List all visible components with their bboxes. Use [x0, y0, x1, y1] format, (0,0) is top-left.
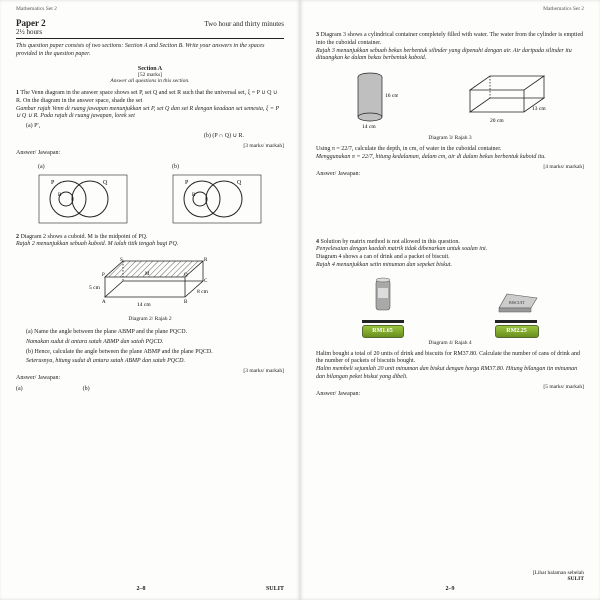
q2-marks: [3 marks/ markah] [16, 368, 284, 375]
svg-text:20 cm: 20 cm [490, 118, 504, 124]
price-drink: RM1.65 [362, 325, 404, 339]
svg-text:P: P [51, 180, 55, 186]
cuboid-box-svg: 13 cm 20 cm [462, 72, 552, 127]
svg-text:R: R [204, 258, 208, 263]
section-instr: Answer all questions in this section. [16, 78, 284, 84]
page-num-left: 2–8 [136, 586, 145, 592]
svg-text:A: A [102, 300, 106, 305]
q1-text-my: Gambar rajah Venn di ruang jawapan menun… [16, 106, 279, 120]
q1-marks: [3 marks/ markah] [16, 143, 284, 150]
q1-number: 1 [16, 90, 19, 96]
q2-a: (a) Name the angle between the plane ABM… [16, 329, 284, 337]
footer-right: 2–9 [316, 586, 584, 592]
q3-answer: Answer/ Jawapan: [316, 171, 584, 179]
q4-caption: Diagram 4/ Rajah 4 [316, 340, 584, 347]
paper-title: Paper 2 [16, 18, 46, 28]
q4-my: Penyelesaian dengan kaedah matrik tidak … [316, 246, 487, 252]
q4-marks: [5 marks/ markah] [316, 384, 584, 391]
q4-my3: Halim membeli sejumlah 20 unit minuman d… [316, 366, 584, 382]
cuboid-svg: 5 cm 14 cm 8 cm P S Q R M A B C [85, 255, 215, 310]
svg-text:16 cm: 16 cm [385, 93, 398, 99]
venn-a-wrap: (a) P Q R [38, 164, 128, 224]
sulit-left: SULIT [266, 586, 284, 592]
svg-text:P: P [102, 273, 105, 278]
q4-my2: Rajah 4 menunjukkan setin minuman dan se… [316, 262, 452, 268]
dim-h: 5 cm [89, 285, 101, 291]
q1-text-en: The Venn diagram in the answer space sho… [16, 90, 277, 104]
title-row: Paper 2 2½ hours Two hour and thirty min… [16, 18, 284, 39]
page-left: Mathematics Set 2 Paper 2 2½ hours Two h… [0, 0, 300, 600]
intro-text: This question paper consists of two sect… [16, 43, 284, 58]
q3-number: 3 [316, 32, 319, 38]
q2-ans-b: (b) [83, 386, 90, 394]
dim-w: 8 cm [197, 289, 209, 295]
q3-use-my: Menggunakan π = 22/7, hitung kedalaman, … [316, 154, 584, 162]
q1-part-b: (b) (P ∩ Q) ∪ R. [16, 133, 284, 141]
q1-answer-label: Answer/ Jawapan: [16, 150, 284, 158]
q2-text-en: Diagram 2 shows a cuboid. M is the midpo… [21, 234, 148, 240]
page-right: Mathematics Set 2 3 Diagram 3 shows a cy… [300, 0, 600, 600]
cuboid-figure: 5 cm 14 cm 8 cm P S Q R M A B C Diagram 2/ … [16, 255, 284, 323]
q2-a-my: Namakan sudut di antara satah ABMP dan s… [16, 339, 284, 347]
venn-a-label: (a) [38, 164, 45, 170]
svg-text:B: B [184, 300, 188, 305]
svg-text:M: M [145, 272, 150, 277]
venn-b-label: (b) [172, 164, 179, 170]
question-4: 4 Solution by matrix method is not allow… [316, 239, 584, 399]
duration: Two hour and thirty minutes [204, 20, 284, 28]
q4-en2: Diagram 4 shows a can of drink and a pac… [316, 254, 450, 260]
q2-b-my: Seterusnya, hitung sudut di antara satah… [16, 358, 284, 366]
q4-en3: Halim bought a total of 20 units of drin… [316, 351, 584, 367]
svg-text:13 cm: 13 cm [532, 106, 546, 112]
q2-text-my: Rajah 2 menunjukkan sebuah kuboid. M ial… [16, 241, 178, 247]
section-a-header: Section A [52 marks] Answer all question… [16, 66, 284, 84]
venn-b-wrap: (b) P Q R [172, 164, 262, 224]
svg-text:Q: Q [237, 180, 242, 186]
drink-can-icon [370, 276, 396, 314]
q3-en: Diagram 3 shows a cylindrical container … [316, 32, 583, 46]
question-1: 1 The Venn diagram in the answer space s… [16, 90, 284, 224]
biscuit-pack-icon: BISCUIT [495, 284, 539, 314]
svg-text:14 cm: 14 cm [362, 124, 376, 129]
q2-answer-label: Answer/ Jawapan: [16, 375, 284, 383]
svg-text:Q: Q [103, 180, 108, 186]
dim-l: 14 cm [137, 302, 151, 308]
question-2: 2 Diagram 2 shows a cuboid. M is the mid… [16, 234, 284, 394]
venn-a-svg: P Q R [38, 174, 128, 224]
question-3: 3 Diagram 3 shows a cylindrical containe… [316, 32, 584, 179]
svg-text:S: S [120, 258, 123, 263]
venn-diagrams: (a) P Q R (b) P [16, 164, 284, 224]
q2-number: 2 [16, 234, 19, 240]
header-right: Mathematics Set 2 [543, 6, 584, 12]
svg-text:C: C [204, 279, 208, 284]
venn-b-svg: P Q R [172, 174, 262, 224]
svg-text:P: P [185, 180, 189, 186]
q3-caption: Diagram 3/ Rajah 3 [316, 135, 584, 142]
footnote-right: [Lihat halaman sebelah SULIT [533, 570, 584, 582]
q4-answer: Answer/ Jawapan: [316, 391, 584, 399]
q4-en: Solution by matrix method is not allowed… [321, 239, 460, 245]
q3-use: Using π = 22/7, calculate the depth, in … [316, 146, 584, 154]
q2-ans-a: (a) [16, 386, 23, 394]
q3-marks: [4 marks/ markah] [316, 164, 584, 171]
q2-b: (b) Hence, calculate the angle between t… [16, 349, 284, 357]
header-left: Mathematics Set 2 [16, 6, 57, 12]
hours: 2½ hours [16, 28, 46, 36]
q4-number: 4 [316, 239, 319, 245]
price-biscuit: RM2.25 [495, 325, 539, 339]
q3-my: Rajah 3 menunjukkan sebuah bekas berbent… [316, 48, 572, 62]
cylinder-svg: 16 cm 14 cm [348, 69, 398, 129]
footer-left: 2–8 SULIT [16, 586, 284, 592]
q1-part-a: (a) P′, [16, 123, 284, 131]
q4-figures: RM1.65 BISCUIT RM2.25 [316, 276, 584, 339]
page-num-right: 2–9 [446, 586, 455, 592]
q3-figures: 16 cm 14 cm 13 cm 20 cm [316, 69, 584, 133]
q2-caption: Diagram 2/ Rajah 2 [16, 316, 284, 323]
svg-text:BISCUIT: BISCUIT [509, 300, 525, 305]
svg-text:Q: Q [184, 273, 188, 278]
